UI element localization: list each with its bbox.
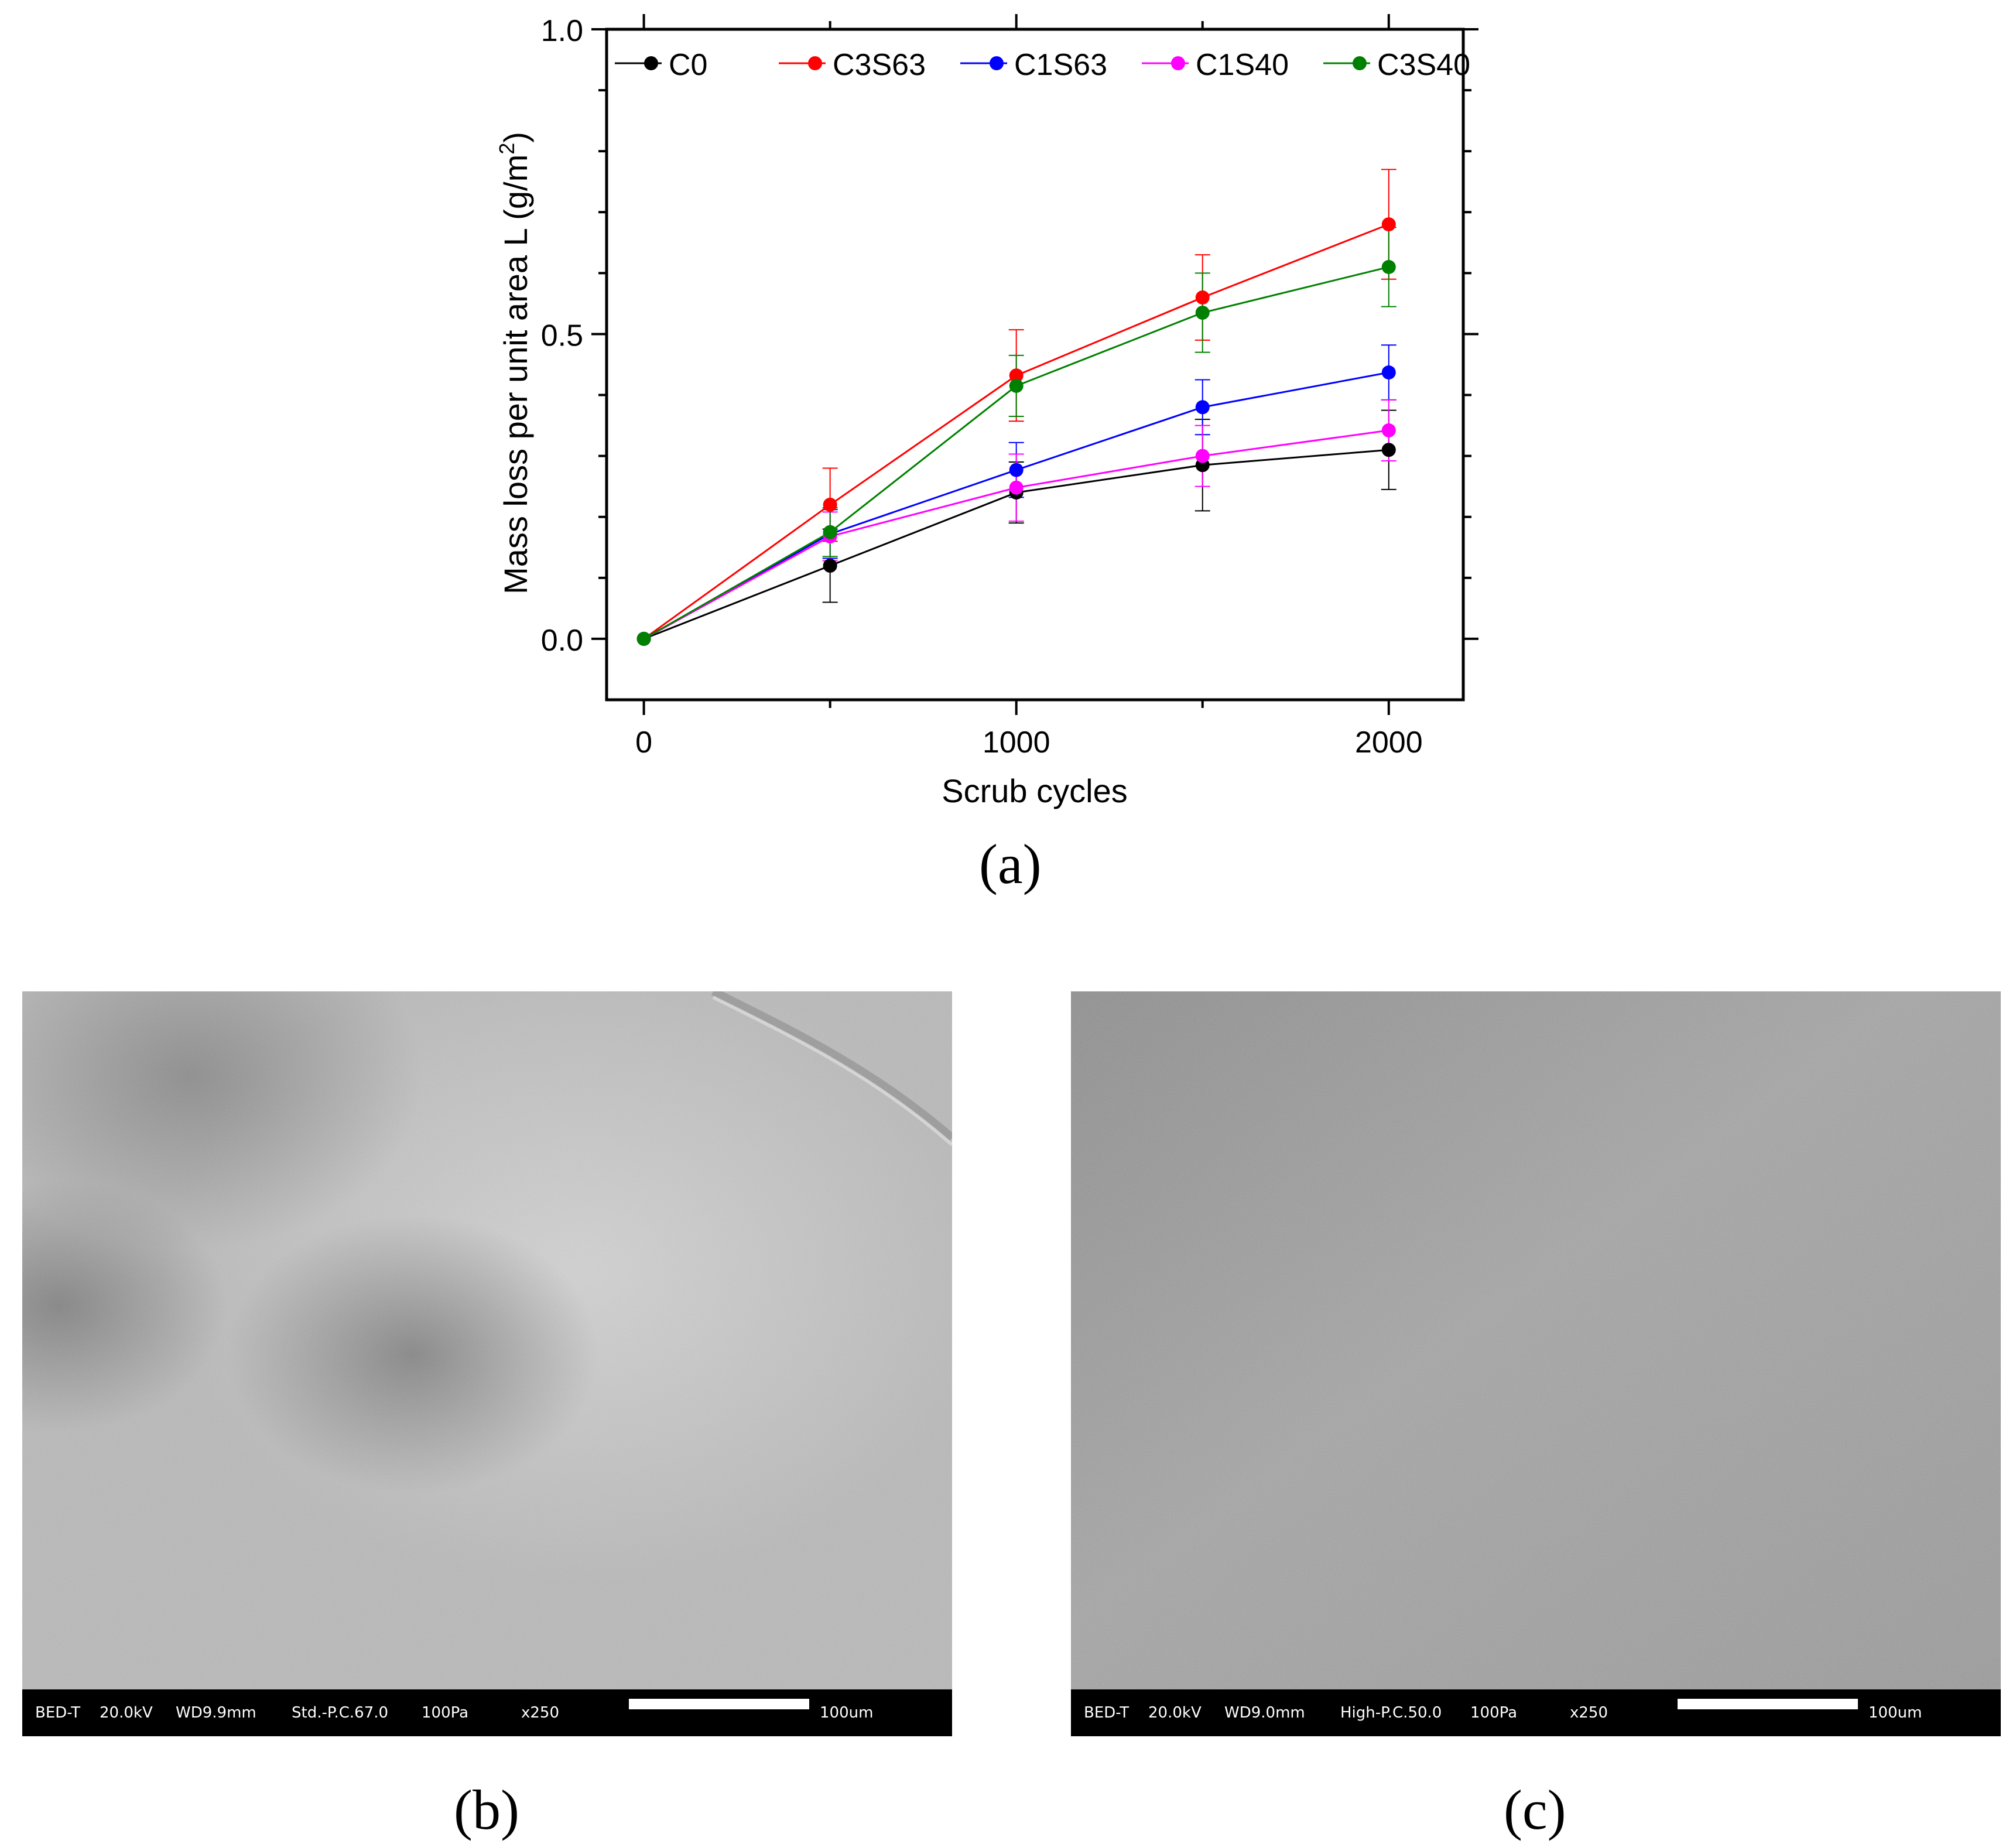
- x-axis-label: Scrub cycles: [942, 772, 1127, 809]
- x-tick-label: 0: [635, 726, 652, 760]
- sem-pressure: 100Pa: [422, 1704, 469, 1722]
- data-point-c3s40: [636, 631, 651, 646]
- legend-marker-c1s63: [990, 56, 1004, 70]
- sem-info-bar-b: BED-T 20.0kV WD9.9mm Std.-P.C.67.0 100Pa…: [22, 1689, 952, 1736]
- plot-frame: [605, 28, 1465, 702]
- y-tick-label: 1.0: [541, 14, 583, 48]
- sem-mode: Std.-P.C.67.0: [292, 1704, 389, 1722]
- y-tick-labels: 0.0 0.5 1.0: [541, 14, 583, 658]
- legend-marker-c1s40: [1171, 56, 1185, 70]
- series-lines: [643, 223, 1389, 640]
- x-tick-label: 2000: [1355, 726, 1423, 760]
- data-point-c0: [1381, 443, 1396, 457]
- sem-scale-label: 100um: [1868, 1704, 1922, 1722]
- sem-scale-bar: [629, 1699, 809, 1709]
- data-point-c3s63: [1381, 217, 1396, 232]
- legend-marker-c0: [644, 56, 658, 70]
- y-axis-label-sup: 2: [495, 143, 519, 155]
- sem-voltage: 20.0kV: [100, 1704, 153, 1722]
- y-tick-label: 0.5: [541, 319, 583, 353]
- axis-ticks: [591, 14, 1478, 715]
- sem-magnification: x250: [1570, 1704, 1608, 1722]
- legend-label-c1s40: C1S40: [1196, 48, 1289, 82]
- data-point-c1s63: [1009, 463, 1024, 477]
- data-point-c3s63: [823, 497, 837, 512]
- mass-loss-chart: 0.0 0.5 1.0 0 1000 2000 Scrub cycles Mass lo…: [495, 14, 1478, 809]
- y-axis-label-close: ): [497, 132, 534, 143]
- data-point-c3s63: [1195, 290, 1210, 305]
- sem-micrograph-b: [22, 991, 952, 1689]
- data-point-c1s40: [1381, 423, 1396, 437]
- y-axis-label: Mass loss per unit area L (g/m2): [495, 132, 534, 594]
- sem-info-bar-c: BED-T 20.0kV WD9.0mm High-P.C.50.0 100Pa…: [1071, 1689, 2001, 1736]
- sem-detector: BED-T: [35, 1704, 81, 1722]
- sem-detector: BED-T: [1084, 1704, 1129, 1722]
- sem-working-distance: WD9.9mm: [176, 1704, 256, 1722]
- legend-marker-c3s40: [1353, 56, 1367, 70]
- data-point-c3s40: [1381, 259, 1396, 274]
- y-tick-label: 0.0: [541, 624, 583, 658]
- sem-image-c: BED-T 20.0kV WD9.0mm High-P.C.50.0 100Pa…: [1071, 991, 2001, 1736]
- x-tick-labels: 0 1000 2000: [635, 726, 1422, 760]
- panel-label-b: (b): [454, 1778, 519, 1841]
- sem-micrograph-c: [1071, 991, 2001, 1689]
- sem-working-distance: WD9.0mm: [1224, 1704, 1305, 1722]
- x-tick-label: 1000: [983, 726, 1050, 760]
- sem-mode: High-P.C.50.0: [1340, 1704, 1442, 1722]
- data-point-c1s40: [1009, 480, 1024, 495]
- legend-label-c3s40: C3S40: [1377, 48, 1470, 82]
- sem-voltage: 20.0kV: [1148, 1704, 1202, 1722]
- y-axis-label-main: Mass loss per unit area L (g/m: [497, 155, 534, 594]
- sem-scale-label: 100um: [820, 1704, 874, 1722]
- panel-label-c: (c): [1504, 1778, 1566, 1841]
- data-point-c1s63: [1381, 365, 1396, 380]
- data-point-c3s40: [1195, 306, 1210, 320]
- data-point-c0: [823, 559, 837, 573]
- data-point-c3s63: [1009, 368, 1024, 383]
- data-point-c1s63: [1195, 400, 1210, 415]
- legend-label-c1s63: C1S63: [1014, 48, 1107, 82]
- data-point-c1s40: [1195, 449, 1210, 463]
- sem-image-b: BED-T 20.0kV WD9.9mm Std.-P.C.67.0 100Pa…: [22, 991, 952, 1736]
- sem-pressure: 100Pa: [1470, 1704, 1518, 1722]
- legend-label-c3s63: C3S63: [833, 48, 926, 82]
- sem-scale-bar: [1678, 1699, 1858, 1709]
- panel-label-a: (a): [979, 833, 1042, 895]
- sem-magnification: x250: [521, 1704, 560, 1722]
- error-bars: [822, 169, 1397, 603]
- legend-label-c0: C0: [669, 48, 707, 82]
- legend: C0 C3S63 C1S63 C1S40 C3S40: [615, 48, 1470, 82]
- data-point-c3s40: [1009, 378, 1024, 393]
- data-points: [636, 217, 1396, 646]
- data-point-c3s40: [823, 525, 837, 539]
- legend-marker-c3s63: [808, 56, 822, 70]
